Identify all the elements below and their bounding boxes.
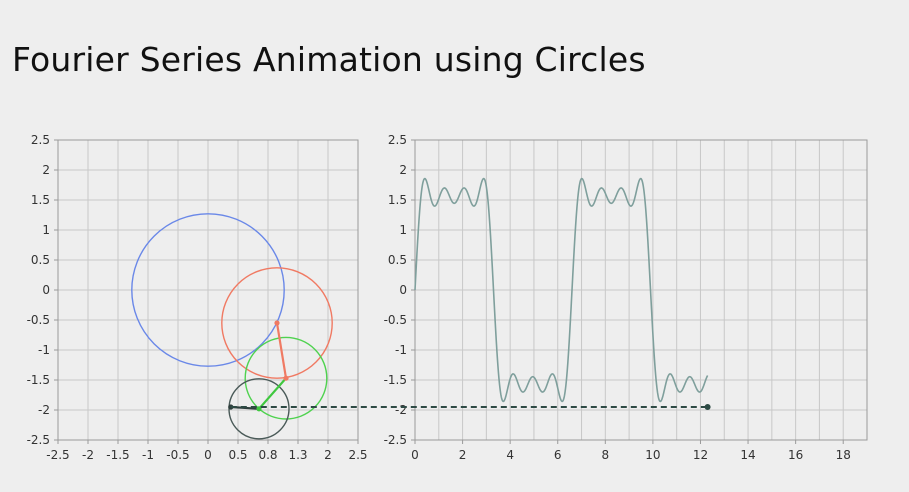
x-tick-label: 4 [506,448,514,462]
wave-endpoint [704,404,711,410]
y-tick-label: -0.5 [27,313,50,327]
x-tick-label: 2.5 [348,448,367,462]
right-grid [414,139,868,441]
x-tick-label: -2 [82,448,94,462]
x-tick-label: 12 [693,448,708,462]
y-tick-label: 1 [399,223,407,237]
x-tick-label: 0 [204,448,212,462]
y-tick-label: -0.5 [384,313,407,327]
x-tick-label: -1.5 [106,448,129,462]
epicycle-arm-2 [258,377,287,410]
arm-joint-4 [228,404,234,410]
y-tick-label: 0 [42,283,50,297]
x-tick-label: 16 [788,448,803,462]
y-tick-label: 2.5 [31,133,50,147]
x-tick-label: 0.5 [228,448,247,462]
x-tick-label: 2 [324,448,332,462]
x-tick-label: 1.3 [288,448,307,462]
y-tick-label: -1.5 [27,373,50,387]
left-grid [57,139,359,441]
epicycle-circles [131,213,333,440]
y-tick-label: 1 [42,223,50,237]
x-tick-label: -2.5 [46,448,69,462]
y-tick-label: 1.5 [388,193,407,207]
arm-joint-2 [283,375,289,381]
y-tick-label: -2.5 [27,433,50,447]
wave-line [414,177,709,403]
arm-joint-1 [274,320,280,326]
right-x-tick-labels: 0 2 4 6 8 10 12 14 16 18 [411,440,851,462]
epicycle-circle-3 [244,336,328,420]
wave-series [414,177,711,410]
y-tick-label: 0.5 [388,253,407,267]
left-y-tick-labels: 2.5 2 1.5 1 0.5 0 -0.5 -1 -1.5 -2 -2.5 [27,133,58,447]
y-tick-label: 2 [42,163,50,177]
y-tick-label: -1.5 [384,373,407,387]
y-tick-label: 1.5 [31,193,50,207]
x-tick-label: 8 [601,448,609,462]
epicycle-arms [228,320,289,412]
epicycle-circle-1 [131,213,285,367]
x-tick-label: -1 [142,448,154,462]
epicycle-arm-1 [275,322,288,379]
x-tick-label: -0.5 [166,448,189,462]
y-tick-label: -2.5 [384,433,407,447]
y-tick-label: -2 [395,403,407,417]
x-tick-label: 6 [554,448,562,462]
x-tick-label: 2 [459,448,467,462]
x-tick-label: 10 [645,448,660,462]
x-tick-label: 14 [740,448,755,462]
y-tick-label: 2.5 [388,133,407,147]
x-tick-label: 0.8 [258,448,277,462]
y-tick-label: 2 [399,163,407,177]
x-tick-label: 18 [836,448,851,462]
arm-joint-3 [256,406,262,412]
y-tick-label: -1 [38,343,50,357]
epicycle-circle-2 [221,267,333,379]
left-x-tick-labels: -2.5 -2 -1.5 -1 -0.5 0 0.5 0.8 1.3 2 2.5 [46,440,368,462]
y-tick-label: -1 [395,343,407,357]
y-tick-label: -2 [38,403,50,417]
x-tick-label: 0 [411,448,419,462]
y-tick-label: 0.5 [31,253,50,267]
right-y-tick-labels: 2.5 2 1.5 1 0.5 0 -0.5 -1 -1.5 -2 -2.5 [384,133,415,447]
page-title: Fourier Series Animation using Circles [12,40,646,79]
wave-plot: 2.5 2 1.5 1 0.5 0 -0.5 -1 -1.5 -2 -2.5 0 2 4 6 8 10 12 14… [384,133,868,462]
y-tick-label: 0 [399,283,407,297]
circles-plot: 2.521.510.50-0.5-1-1.5-2-2.5 -2.5 -2 -1.5-… [27,133,368,462]
